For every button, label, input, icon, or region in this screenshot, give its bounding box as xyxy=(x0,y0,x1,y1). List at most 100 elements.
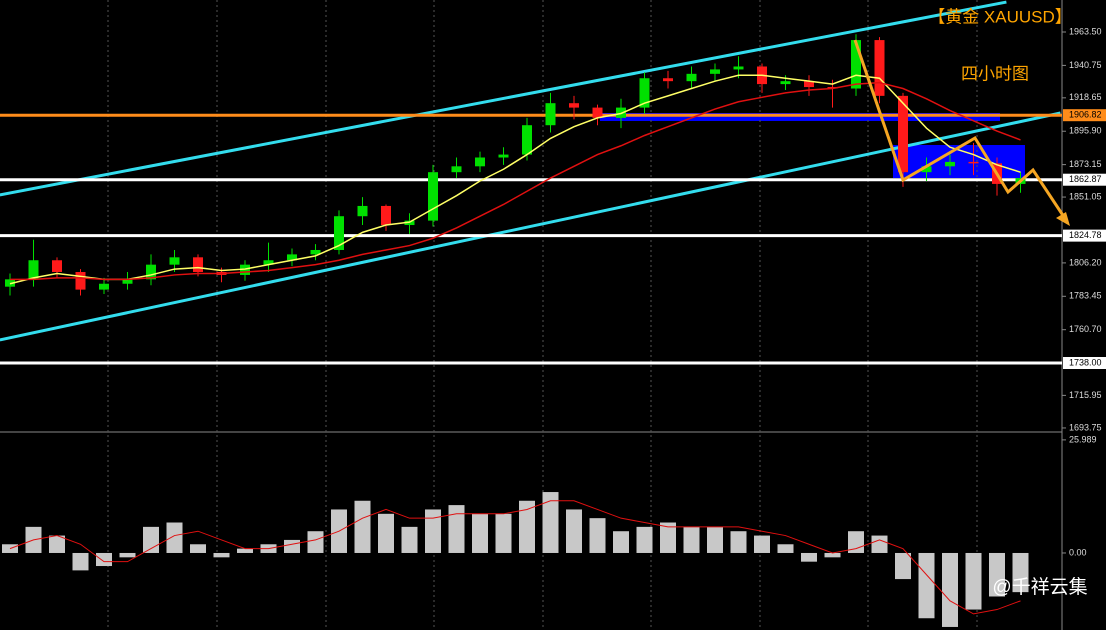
macd-bar xyxy=(965,552,982,610)
y-tick-label: 0.00 xyxy=(1069,547,1087,557)
macd-bar xyxy=(871,535,888,553)
candle-body xyxy=(263,260,274,265)
candle-body xyxy=(475,157,485,167)
macd-bar xyxy=(96,552,112,567)
y-tick-label: 1693.75 xyxy=(1069,422,1102,432)
candle-body xyxy=(451,166,462,173)
macd-bar xyxy=(49,535,65,553)
macd-bar xyxy=(213,552,230,558)
candle-body xyxy=(357,205,368,217)
macd-bar xyxy=(166,522,183,553)
macd-bar xyxy=(754,535,770,553)
y-tick-label: 1806.20 xyxy=(1069,257,1102,267)
macd-bar xyxy=(942,552,958,627)
candle-body xyxy=(52,260,62,272)
macd-bar xyxy=(660,522,676,553)
candle-body xyxy=(545,103,556,126)
macd-bar xyxy=(1012,552,1029,593)
candle-body xyxy=(193,257,203,272)
macd-bar xyxy=(613,531,629,553)
candle-body xyxy=(780,81,791,85)
y-tick-label: 25.989 xyxy=(1069,434,1097,444)
level-label: 1824.78 xyxy=(1069,230,1102,240)
y-tick-label: 1760.70 xyxy=(1069,324,1102,334)
candle-body xyxy=(874,40,885,96)
candle-body xyxy=(122,279,133,284)
candle-body xyxy=(334,216,344,250)
macd-bar xyxy=(472,513,488,553)
macd-bar xyxy=(72,552,89,571)
level-tag xyxy=(1063,173,1106,186)
candle-body xyxy=(921,166,932,173)
signal-line xyxy=(9,500,1021,615)
candle-body xyxy=(99,283,109,290)
y-tick-label: 1783.45 xyxy=(1069,291,1102,301)
candle-body xyxy=(663,78,673,82)
macd-bar xyxy=(519,500,535,553)
candle-body xyxy=(146,264,156,280)
macd-bar xyxy=(284,539,300,553)
y-tick-label: 1918.65 xyxy=(1069,92,1102,102)
y-tick-label: 1873.15 xyxy=(1069,159,1102,169)
macd-bar xyxy=(119,552,136,558)
macd-bar xyxy=(237,548,253,553)
candle-body xyxy=(569,103,579,108)
macd-bar xyxy=(542,492,559,553)
macd-bar xyxy=(448,505,465,553)
candle-body xyxy=(287,254,297,261)
chart-subtitle: 四小时图 xyxy=(961,64,1029,83)
macd-bar xyxy=(683,526,700,553)
candle-body xyxy=(522,125,532,155)
candle-body xyxy=(898,95,908,173)
y-tick-label: 1940.75 xyxy=(1069,60,1102,70)
level-tag xyxy=(1063,357,1106,370)
trendline xyxy=(0,111,1061,342)
arrow-path xyxy=(853,39,1068,221)
level-label: 1862.87 xyxy=(1069,174,1102,184)
level-tag xyxy=(1063,109,1106,122)
level-tag xyxy=(1063,229,1106,242)
trendline xyxy=(0,0,1007,197)
candle-body xyxy=(968,161,979,164)
macd-bar xyxy=(707,526,723,553)
macd-bar xyxy=(895,552,911,580)
chart-title: 【黄金 XAUUSD】 xyxy=(928,7,1072,26)
moving-average xyxy=(9,74,1021,285)
candle-body xyxy=(710,69,720,74)
macd-bar xyxy=(824,552,841,558)
zone xyxy=(600,113,1000,121)
level-label: 1906.82 xyxy=(1069,110,1102,120)
level-label: 1738.00 xyxy=(1069,357,1102,367)
macd-bar xyxy=(190,544,206,553)
candle-body xyxy=(804,81,814,88)
y-tick-label: 1715.95 xyxy=(1069,390,1102,400)
candle-body xyxy=(428,172,438,221)
watermark: @千祥云集 xyxy=(992,576,1087,598)
y-tick-label: 1895.90 xyxy=(1069,126,1102,136)
macd-bar xyxy=(425,509,441,553)
candle-body xyxy=(169,257,180,265)
macd-bar xyxy=(589,518,606,553)
candle-body xyxy=(639,78,650,108)
macd-bar xyxy=(730,531,747,553)
macd-bar xyxy=(495,513,512,553)
candle-body xyxy=(498,154,509,158)
candle-body xyxy=(851,40,861,89)
candle-body xyxy=(592,107,603,118)
candle-body xyxy=(686,73,697,82)
macd-bar xyxy=(354,500,371,553)
macd-bar xyxy=(378,513,394,553)
macd-bar xyxy=(636,526,653,553)
y-tick-label: 1851.05 xyxy=(1069,191,1102,201)
candle-body xyxy=(945,161,955,167)
candle-body xyxy=(381,205,391,226)
macd-bar xyxy=(801,552,817,562)
candle-body xyxy=(75,272,86,290)
candle-body xyxy=(310,249,321,255)
candle-body xyxy=(733,66,744,70)
macd-bar xyxy=(918,552,935,619)
macd-bar xyxy=(401,526,418,553)
candle-body xyxy=(28,260,39,280)
arrowhead xyxy=(1056,212,1070,226)
